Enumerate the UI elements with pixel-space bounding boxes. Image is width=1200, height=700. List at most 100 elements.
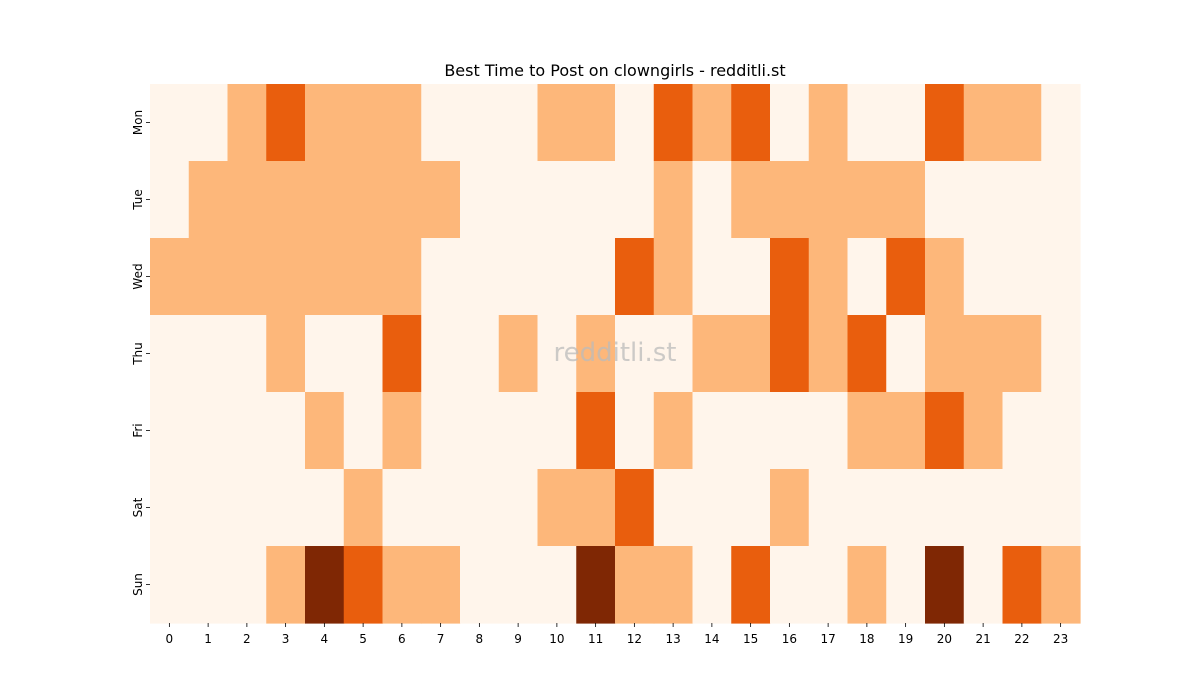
heatmap-cell-tue-14 [692, 161, 732, 239]
heatmap-cell-tue-6 [382, 161, 422, 239]
heatmap-cell-wed-5 [343, 238, 384, 316]
heatmap-cell-sat-2 [227, 469, 267, 547]
heatmap-cell-wed-20 [925, 238, 965, 316]
heatmap-cell-thu-12 [615, 315, 655, 393]
heatmap-cell-tue-7 [421, 161, 461, 239]
heatmap-cell-fri-18 [847, 392, 887, 470]
heatmap-cell-tue-0 [150, 161, 190, 239]
heatmap-cell-mon-10 [537, 84, 577, 162]
heatmap-cell-fri-4 [305, 392, 345, 470]
x-tick-label: 2 [243, 632, 251, 646]
heatmap-cell-sun-15 [731, 546, 771, 624]
x-tick-label: 10 [549, 632, 564, 646]
heatmap-cell-sun-11 [576, 546, 616, 624]
heatmap-cell-sun-12 [615, 546, 655, 624]
heatmap-cell-mon-16 [770, 84, 810, 162]
heatmap-cell-fri-23 [1041, 392, 1081, 470]
heatmap-cell-mon-20 [925, 84, 965, 162]
heatmap-cell-wed-15 [731, 238, 771, 316]
heatmap-cell-sat-8 [460, 469, 500, 547]
y-tick-label: Fri [131, 423, 145, 437]
heatmap-cell-thu-17 [808, 315, 849, 393]
heatmap-cell-sat-13 [653, 469, 694, 547]
heatmap-cell-sat-9 [498, 469, 539, 547]
heatmap-cell-sat-5 [343, 469, 384, 547]
x-tick-label: 9 [514, 632, 522, 646]
heatmap-cell-sun-20 [925, 546, 965, 624]
heatmap-cell-sat-10 [537, 469, 577, 547]
heatmap-cell-sat-18 [847, 469, 887, 547]
heatmap-cell-tue-17 [808, 161, 849, 239]
heatmap-cell-thu-23 [1041, 315, 1081, 393]
y-tick-label: Mon [131, 110, 145, 135]
heatmap-cell-fri-0 [150, 392, 190, 470]
heatmap-cell-fri-16 [770, 392, 810, 470]
heatmap-cell-tue-22 [1002, 161, 1042, 239]
x-tick-label: 13 [665, 632, 680, 646]
heatmap-cell-tue-12 [615, 161, 655, 239]
heatmap-cell-tue-3 [266, 161, 306, 239]
x-tick-label: 4 [321, 632, 329, 646]
heatmap-cell-fri-3 [266, 392, 306, 470]
heatmap-cell-wed-13 [653, 238, 694, 316]
heatmap-cell-mon-9 [498, 84, 539, 162]
heatmap-cell-wed-1 [188, 238, 229, 316]
x-tick-label: 17 [820, 632, 835, 646]
heatmap-cell-mon-21 [963, 84, 1004, 162]
heatmap-cell-wed-7 [421, 238, 461, 316]
heatmap-cell-sun-14 [692, 546, 732, 624]
x-tick-label: 16 [782, 632, 797, 646]
heatmap-cell-thu-16 [770, 315, 810, 393]
heatmap-cell-mon-13 [653, 84, 694, 162]
heatmap-cell-tue-2 [227, 161, 267, 239]
heatmap-cell-mon-15 [731, 84, 771, 162]
x-tick-label: 14 [704, 632, 719, 646]
heatmap-cell-fri-8 [460, 392, 500, 470]
heatmap-cell-tue-15 [731, 161, 771, 239]
x-tick-label: 1 [204, 632, 212, 646]
heatmap-cell-mon-19 [886, 84, 926, 162]
x-tick-label: 7 [437, 632, 445, 646]
heatmap-cell-sun-6 [382, 546, 422, 624]
heatmap-cell-mon-22 [1002, 84, 1042, 162]
heatmap-cell-mon-6 [382, 84, 422, 162]
heatmap-cell-thu-15 [731, 315, 771, 393]
heatmap-cell-sat-11 [576, 469, 616, 547]
heatmap-cell-sun-23 [1041, 546, 1081, 624]
heatmap-cells [150, 84, 1081, 624]
heatmap-cell-wed-11 [576, 238, 616, 316]
heatmap-cell-mon-18 [847, 84, 887, 162]
heatmap-cell-wed-17 [808, 238, 849, 316]
heatmap-cell-thu-14 [692, 315, 732, 393]
heatmap-cell-thu-19 [886, 315, 926, 393]
heatmap-cell-sat-1 [188, 469, 229, 547]
heatmap-cell-fri-9 [498, 392, 539, 470]
heatmap-cell-mon-14 [692, 84, 732, 162]
heatmap-cell-tue-23 [1041, 161, 1081, 239]
heatmap-cell-fri-22 [1002, 392, 1042, 470]
heatmap-cell-tue-11 [576, 161, 616, 239]
heatmap-cell-mon-23 [1041, 84, 1081, 162]
heatmap-cell-mon-17 [808, 84, 849, 162]
heatmap-cell-wed-21 [963, 238, 1004, 316]
heatmap-cell-wed-14 [692, 238, 732, 316]
chart-title: Best Time to Post on clowngirls - reddit… [444, 61, 785, 80]
y-tick-label: Tue [131, 189, 145, 211]
heatmap-cell-fri-15 [731, 392, 771, 470]
x-tick-label: 5 [359, 632, 367, 646]
heatmap-cell-sun-13 [653, 546, 694, 624]
heatmap-cell-fri-6 [382, 392, 422, 470]
heatmap-cell-sat-17 [808, 469, 849, 547]
heatmap-cell-tue-18 [847, 161, 887, 239]
heatmap-cell-wed-8 [460, 238, 500, 316]
heatmap-cell-tue-8 [460, 161, 500, 239]
heatmap-cell-sat-0 [150, 469, 190, 547]
heatmap-cell-fri-1 [188, 392, 229, 470]
heatmap-cell-thu-22 [1002, 315, 1042, 393]
x-tick-label: 3 [282, 632, 290, 646]
heatmap-cell-fri-7 [421, 392, 461, 470]
heatmap-cell-wed-0 [150, 238, 190, 316]
heatmap-cell-mon-8 [460, 84, 500, 162]
heatmap-cell-sun-16 [770, 546, 810, 624]
